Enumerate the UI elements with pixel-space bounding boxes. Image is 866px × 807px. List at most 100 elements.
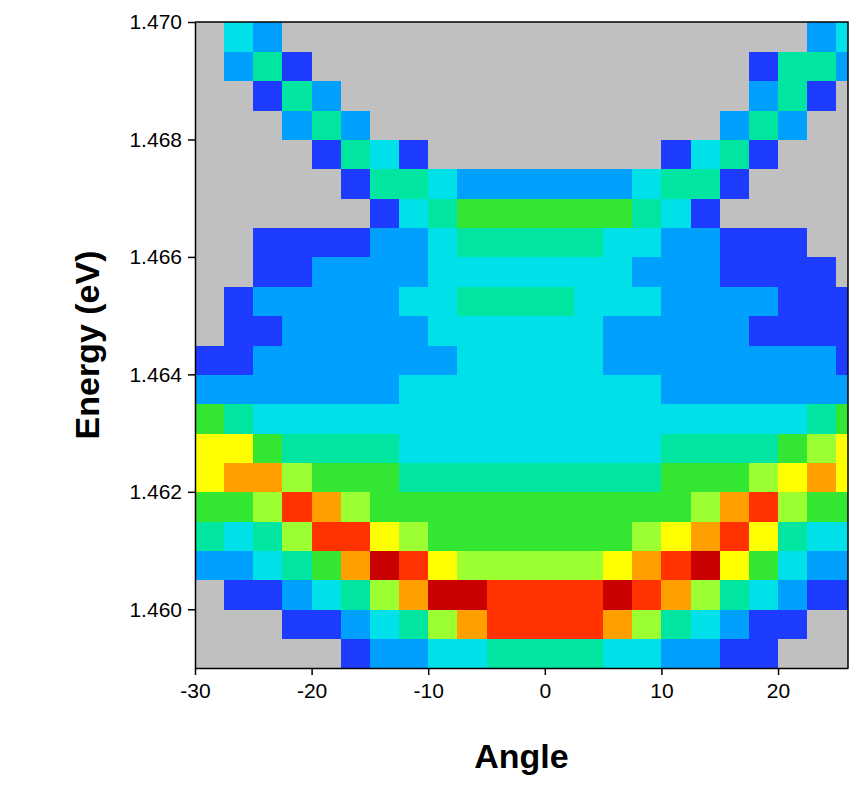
heatmap-cell bbox=[428, 462, 458, 492]
heatmap-cell bbox=[778, 198, 808, 228]
heatmap-cell bbox=[720, 374, 750, 404]
heatmap-cell bbox=[487, 228, 517, 258]
heatmap-cell bbox=[487, 433, 517, 463]
heatmap-cell bbox=[312, 228, 342, 258]
heatmap-cell bbox=[341, 639, 371, 668]
heatmap-cell bbox=[749, 580, 779, 610]
heatmap-cell bbox=[691, 169, 721, 199]
heatmap-cell bbox=[370, 404, 400, 434]
heatmap-cell bbox=[545, 316, 575, 346]
x-tick: -30 bbox=[180, 668, 210, 702]
heatmap-cell bbox=[399, 286, 429, 316]
heatmap-cell bbox=[399, 580, 429, 610]
heatmap-cell bbox=[312, 22, 342, 52]
heatmap-cell bbox=[312, 81, 342, 111]
heatmap-cell bbox=[399, 609, 429, 639]
heatmap-cell bbox=[836, 462, 848, 492]
heatmap-cell bbox=[632, 169, 662, 199]
y-tick-label: 1.466 bbox=[129, 245, 182, 268]
heatmap-cell bbox=[195, 374, 225, 404]
heatmap-cell bbox=[195, 580, 225, 610]
heatmap-cell bbox=[574, 492, 604, 522]
heatmap-cell bbox=[282, 198, 312, 228]
heatmap-cell bbox=[749, 110, 779, 140]
heatmap-cell bbox=[457, 345, 487, 375]
heatmap-cell bbox=[661, 257, 691, 287]
heatmap-cell bbox=[836, 433, 848, 463]
heatmap-cell bbox=[282, 492, 312, 522]
heatmap-cell bbox=[253, 345, 283, 375]
heatmap-cell bbox=[720, 81, 750, 111]
heatmap-cell bbox=[253, 22, 283, 52]
heatmap-cell bbox=[778, 169, 808, 199]
heatmap-cell bbox=[312, 492, 342, 522]
heatmap-cell bbox=[574, 374, 604, 404]
heatmap-cell bbox=[632, 580, 662, 610]
heatmap-cell bbox=[224, 81, 254, 111]
heatmap-cell bbox=[836, 81, 848, 111]
heatmap-cell bbox=[282, 139, 312, 169]
heatmap-cell bbox=[224, 404, 254, 434]
heatmap-cell bbox=[516, 580, 546, 610]
heatmap-cell bbox=[428, 198, 458, 228]
heatmap-cell bbox=[428, 374, 458, 404]
heatmap-cell bbox=[516, 374, 546, 404]
heatmap-cell bbox=[487, 462, 517, 492]
heatmap-cell bbox=[487, 169, 517, 199]
heatmap-cell bbox=[399, 374, 429, 404]
heatmap-cell bbox=[661, 492, 691, 522]
heatmap-cell bbox=[341, 492, 371, 522]
heatmap-cell bbox=[487, 51, 517, 81]
heatmap-cell bbox=[778, 374, 808, 404]
heatmap-cell bbox=[661, 374, 691, 404]
heatmap-cell bbox=[282, 521, 312, 551]
heatmap-cell bbox=[749, 462, 779, 492]
heatmap-cell bbox=[574, 22, 604, 52]
heatmap-cell bbox=[720, 551, 750, 581]
heatmap-cell bbox=[312, 345, 342, 375]
heatmap-cell bbox=[574, 286, 604, 316]
x-tick-label: 10 bbox=[650, 679, 673, 702]
heatmap-cell bbox=[749, 286, 779, 316]
heatmap-cell bbox=[632, 22, 662, 52]
heatmap-cell bbox=[312, 374, 342, 404]
x-tick-mark bbox=[661, 668, 663, 675]
heatmap-cell bbox=[545, 433, 575, 463]
heatmap-cell bbox=[778, 110, 808, 140]
heatmap-cell bbox=[807, 22, 837, 52]
heatmap-cell bbox=[691, 639, 721, 668]
heatmap-cell bbox=[399, 404, 429, 434]
heatmap-cell bbox=[341, 609, 371, 639]
heatmap-cell bbox=[720, 22, 750, 52]
heatmap-cell bbox=[195, 316, 225, 346]
heatmap-cell bbox=[282, 22, 312, 52]
heatmap-cell bbox=[807, 580, 837, 610]
heatmap-cell bbox=[516, 169, 546, 199]
heatmap-cell bbox=[399, 521, 429, 551]
heatmap-cell bbox=[661, 404, 691, 434]
heatmap-cell bbox=[195, 609, 225, 639]
heatmap-cell bbox=[603, 609, 633, 639]
heatmap-cell bbox=[545, 257, 575, 287]
heatmap-cell bbox=[545, 492, 575, 522]
heatmap-cell bbox=[195, 492, 225, 522]
heatmap-cell bbox=[691, 139, 721, 169]
x-tick-mark bbox=[778, 668, 780, 675]
heatmap-cell bbox=[457, 22, 487, 52]
heatmap-cell bbox=[312, 609, 342, 639]
heatmap-cell bbox=[574, 521, 604, 551]
heatmap-cell bbox=[341, 462, 371, 492]
heatmap-cell bbox=[603, 521, 633, 551]
heatmap-cell bbox=[516, 22, 546, 52]
heatmap-cell bbox=[195, 81, 225, 111]
heatmap-cell bbox=[370, 551, 400, 581]
heatmap-cell bbox=[632, 286, 662, 316]
heatmap-cell bbox=[545, 521, 575, 551]
x-tick-label: 20 bbox=[767, 679, 790, 702]
heatmap-cell bbox=[632, 433, 662, 463]
heatmap-cell bbox=[574, 81, 604, 111]
heatmap-cell bbox=[399, 139, 429, 169]
heatmap-cell bbox=[516, 433, 546, 463]
heatmap-cell bbox=[661, 22, 691, 52]
heatmap-cell bbox=[341, 551, 371, 581]
